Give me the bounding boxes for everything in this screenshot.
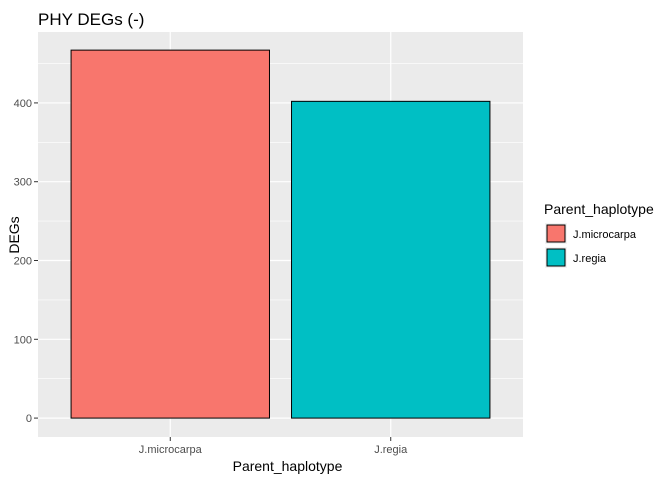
legend-key <box>546 224 566 243</box>
y-tick-label: 0 <box>26 413 32 425</box>
legend: Parent_haplotype J.microcarpa J.regia <box>544 201 654 268</box>
bar-J.microcarpa <box>70 49 270 419</box>
x-axis: J.microcarpa J.regia <box>139 437 408 456</box>
x-tick-label: J.regia <box>374 444 408 456</box>
bar-J.regia <box>291 100 491 419</box>
y-tick-label: 300 <box>14 177 32 189</box>
legend-label: J.regia <box>573 253 607 265</box>
y-axis: 0 100 200 300 400 <box>14 98 38 425</box>
chart-title: PHY DEGs (-) <box>38 10 144 29</box>
legend-label: J.microcarpa <box>573 229 637 241</box>
x-axis-title: Parent_haplotype <box>233 458 343 474</box>
y-axis-title: DEGs <box>6 216 22 253</box>
legend-key <box>546 248 566 267</box>
y-tick-label: 400 <box>14 98 32 110</box>
y-tick-label: 100 <box>14 334 32 346</box>
y-tick-label: 200 <box>14 256 32 268</box>
x-tick-label: J.microcarpa <box>139 444 203 456</box>
legend-title: Parent_haplotype <box>544 201 654 217</box>
bars <box>70 49 491 419</box>
